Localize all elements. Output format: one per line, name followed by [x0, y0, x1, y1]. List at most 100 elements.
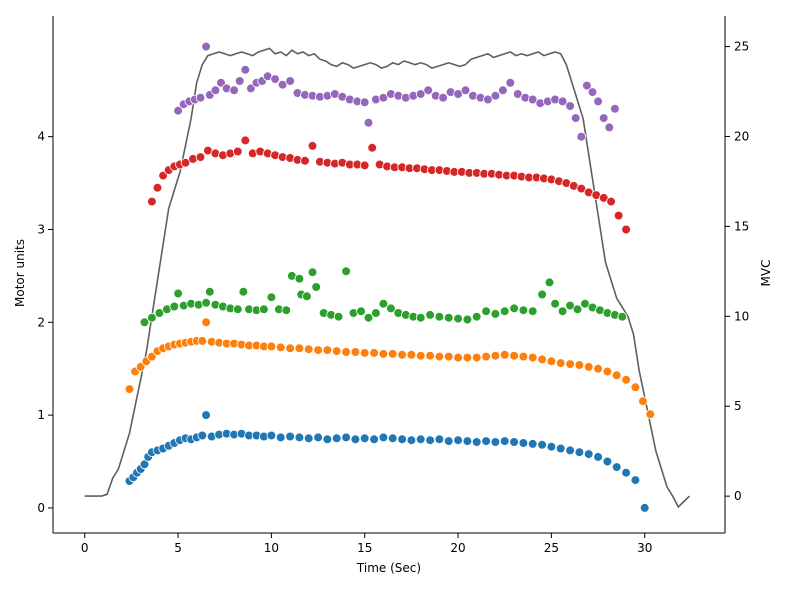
- data-point: [195, 92, 206, 103]
- data-point: [509, 303, 519, 314]
- data-point: [639, 503, 650, 513]
- data-point: [483, 94, 493, 105]
- y-tick-label: 2: [37, 315, 45, 329]
- data-point: [583, 362, 594, 372]
- data-point: [259, 304, 269, 315]
- data-point: [576, 183, 587, 194]
- data-point: [593, 96, 603, 107]
- data-point: [180, 157, 191, 168]
- data-point: [233, 146, 243, 157]
- x-tick-label: 0: [81, 541, 89, 555]
- data-point: [240, 135, 251, 146]
- x-tick-label: 5: [174, 541, 182, 555]
- data-point: [397, 434, 407, 445]
- data-point: [246, 83, 256, 94]
- data-point: [606, 196, 616, 207]
- data-point: [582, 80, 592, 91]
- data-point: [275, 432, 286, 443]
- y2-tick-label: 0: [734, 489, 742, 503]
- data-point: [415, 312, 426, 323]
- data-point: [453, 352, 463, 363]
- data-point: [307, 141, 318, 151]
- data-point: [302, 291, 312, 302]
- data-point: [359, 433, 370, 444]
- y-tick-label: 1: [37, 408, 45, 422]
- data-point: [572, 304, 583, 315]
- data-point: [197, 336, 208, 346]
- y2-tick-label: 15: [734, 219, 749, 233]
- data-point: [359, 97, 370, 108]
- y2-axis-label: MVC: [759, 260, 773, 287]
- y2-tick-label: 20: [734, 129, 749, 143]
- x-tick-label: 25: [544, 541, 559, 555]
- data-point: [570, 113, 581, 123]
- data-point: [415, 89, 426, 99]
- data-point: [147, 312, 157, 323]
- data-point: [512, 89, 523, 99]
- y-tick-label: 4: [37, 130, 45, 144]
- data-point: [201, 297, 211, 308]
- data-point: [201, 317, 211, 328]
- data-point: [425, 310, 435, 320]
- data-point: [285, 76, 295, 86]
- data-point: [331, 346, 342, 356]
- data-point: [576, 131, 587, 142]
- data-point: [201, 41, 211, 52]
- data-point: [490, 91, 501, 101]
- data-point: [645, 409, 656, 420]
- data-point: [443, 436, 454, 446]
- data-point: [341, 347, 351, 357]
- data-point: [363, 312, 374, 323]
- data-point: [499, 306, 510, 317]
- data-point: [266, 292, 277, 303]
- data-point: [583, 449, 594, 459]
- data-point: [423, 85, 434, 96]
- data-point: [587, 87, 598, 97]
- data-point: [135, 362, 146, 372]
- data-point: [527, 439, 538, 449]
- data-point: [613, 210, 624, 221]
- data-point: [350, 434, 361, 445]
- data-point: [481, 436, 491, 446]
- data-point: [527, 306, 538, 317]
- data-point: [139, 317, 150, 328]
- x-tick-label: 15: [357, 541, 372, 555]
- data-point: [397, 349, 407, 360]
- data-point: [630, 475, 641, 485]
- data-point: [371, 308, 381, 318]
- data-point: [359, 348, 370, 358]
- data-point: [201, 410, 211, 420]
- data-point: [378, 432, 389, 443]
- data-point: [565, 101, 575, 111]
- data-point: [505, 78, 516, 88]
- data-point: [363, 117, 374, 128]
- data-point: [527, 94, 538, 105]
- data-point: [555, 443, 566, 454]
- data-point: [415, 350, 426, 361]
- data-point: [462, 352, 473, 363]
- data-point: [544, 277, 555, 288]
- data-point: [205, 286, 215, 297]
- data-point: [197, 430, 208, 441]
- data-point: [294, 432, 305, 443]
- data-point: [490, 350, 501, 361]
- data-point: [238, 286, 249, 297]
- data-point: [638, 396, 648, 407]
- data-point: [471, 352, 482, 363]
- motor-unit-2-series: [139, 266, 628, 328]
- data-point: [307, 267, 318, 278]
- data-point: [621, 224, 631, 235]
- data-point: [462, 314, 473, 325]
- data-point: [443, 351, 454, 362]
- data-point: [610, 104, 620, 114]
- data-point: [378, 298, 389, 309]
- data-point: [369, 434, 379, 445]
- data-point: [593, 452, 603, 462]
- x-axis-label: Time (Sec): [356, 561, 421, 575]
- data-point: [359, 160, 370, 171]
- data-point: [387, 349, 398, 359]
- data-point: [152, 182, 163, 193]
- data-point: [574, 447, 585, 458]
- y-tick-label: 3: [37, 222, 45, 236]
